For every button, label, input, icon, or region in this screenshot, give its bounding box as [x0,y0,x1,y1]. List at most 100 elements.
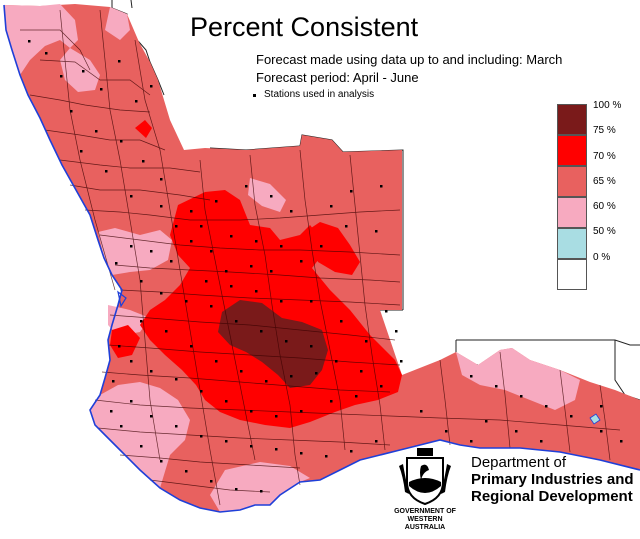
station-dot [235,320,238,323]
stations-layer [28,40,623,493]
station-dot [160,292,163,295]
zone-60-patch [589,413,601,425]
station-dot [115,262,118,265]
station-dot [330,205,333,208]
station-dot [105,170,108,173]
station-dot [275,415,278,418]
station-dot [80,150,83,153]
station-dot [250,410,253,413]
station-dot [350,450,353,453]
station-dot [380,385,383,388]
zone-75-coast [110,325,140,358]
station-dot [150,250,153,253]
station-dot [28,40,31,43]
crest-icon [399,448,451,506]
station-dot [245,185,248,188]
station-dot [470,375,473,378]
station-dot [210,305,213,308]
stations-legend-note: Stations used in analysis [253,89,374,100]
station-dot [470,440,473,443]
station-dot [205,280,208,283]
map-title: Percent Consistent [190,12,419,42]
station-dot [420,410,423,413]
station-dot [250,445,253,448]
station-dot [340,320,343,323]
station-dot [310,300,313,303]
station-dot [275,448,278,451]
legend-label-50: 50 % [593,226,616,237]
station-dot [350,190,353,193]
station-dot [520,395,523,398]
legend-swatch-60 [557,228,587,259]
station-dot [175,425,178,428]
station-dot [130,400,133,403]
station-dot-icon [253,94,256,97]
station-dot [45,52,48,55]
station-dot [200,435,203,438]
station-dot [210,480,213,483]
station-dot [118,60,121,63]
station-dot [270,270,273,273]
legend-label-65: 65 % [593,176,616,187]
coastline [3,4,640,513]
station-dot [215,200,218,203]
station-dot [290,375,293,378]
station-dot [230,285,233,288]
station-dot [385,310,388,313]
station-dot [140,320,143,323]
station-dot [280,300,283,303]
legend-label-75: 75 % [593,125,616,136]
station-dot [325,455,328,458]
station-dot [130,360,133,363]
station-dot [315,372,318,375]
station-dot [215,360,218,363]
station-dot [335,360,338,363]
station-dot [540,440,543,443]
station-dot [545,405,548,408]
station-dot [240,370,243,373]
legend-label-60: 60 % [593,201,616,212]
gov-line-1: GOVERNMENT OF [394,508,456,515]
station-dot [320,245,323,248]
station-dot [330,400,333,403]
department-line-3: Regional Development [471,488,633,505]
station-dot [120,140,123,143]
station-dot [110,410,113,413]
gov-line-2: WESTERN AUSTRALIA [404,516,446,531]
station-dot [82,70,85,73]
station-dot [190,210,193,213]
station-dot [225,400,228,403]
station-dot [112,380,115,383]
station-dot [170,260,173,263]
station-dot [375,440,378,443]
zone-75-north [135,120,152,138]
legend-swatch-65 [557,197,587,228]
station-dot [485,420,488,423]
station-dot [270,195,273,198]
station-dot [150,415,153,418]
station-dot [230,235,233,238]
station-dot [290,210,293,213]
zone-75 [140,190,402,428]
station-dot [150,85,153,88]
station-dot [495,385,498,388]
station-dot [175,378,178,381]
station-dot [160,205,163,208]
legend-swatch-70 [557,166,587,197]
station-dot [285,340,288,343]
forecast-made-text: Forecast made using data up to and inclu… [256,52,563,67]
shire-boundaries [20,9,621,506]
station-dot [130,245,133,248]
station-dot [355,395,358,398]
station-dot [70,110,73,113]
station-dot [600,430,603,433]
station-dot [185,300,188,303]
station-dot [300,260,303,263]
station-dot [365,340,368,343]
legend-label-0: 0 % [593,252,611,263]
station-dot [200,225,203,228]
legend-swatch-100 [557,104,587,135]
station-dot [400,360,403,363]
legend-label-70: 70 % [593,151,616,162]
station-dot [140,445,143,448]
